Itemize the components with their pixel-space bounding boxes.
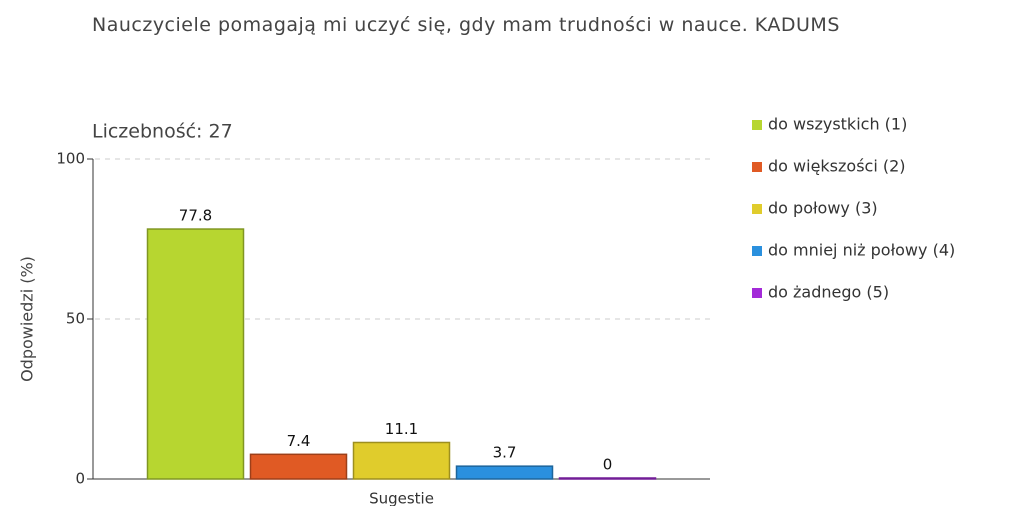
bar [146,228,245,480]
legend-label: do większości (2) [768,157,906,176]
y-tick-label: 100 [56,150,85,168]
y-tick-label: 50 [66,310,85,328]
bar [558,477,657,480]
legend-label: do mniej niż połowy (4) [768,241,955,260]
data-label: 77.8 [179,207,212,225]
legend-swatch [752,288,762,298]
bar [455,465,554,480]
data-label: 7.4 [287,432,311,450]
legend-swatch [752,162,762,172]
legend-label: do połowy (3) [768,199,878,218]
legend-swatch [752,246,762,256]
chart-title: Nauczyciele pomagają mi uczyć się, gdy m… [92,14,840,36]
bar [352,441,451,480]
legend-swatch [752,204,762,214]
y-axis-label: Odpowiedzi (%) [18,256,37,382]
legend-swatch [752,120,762,130]
data-label: 0 [603,456,613,474]
legend-label: do wszystkich (1) [768,115,907,134]
chart-subtitle: Liczebność: 27 [92,121,233,143]
legend-label: do żadnego (5) [768,283,889,302]
data-label: 11.1 [385,420,418,438]
y-tick-label: 0 [75,470,85,488]
data-label: 3.7 [493,444,517,462]
x-tick-label: Sugestie [369,490,434,506]
bar [249,453,348,480]
